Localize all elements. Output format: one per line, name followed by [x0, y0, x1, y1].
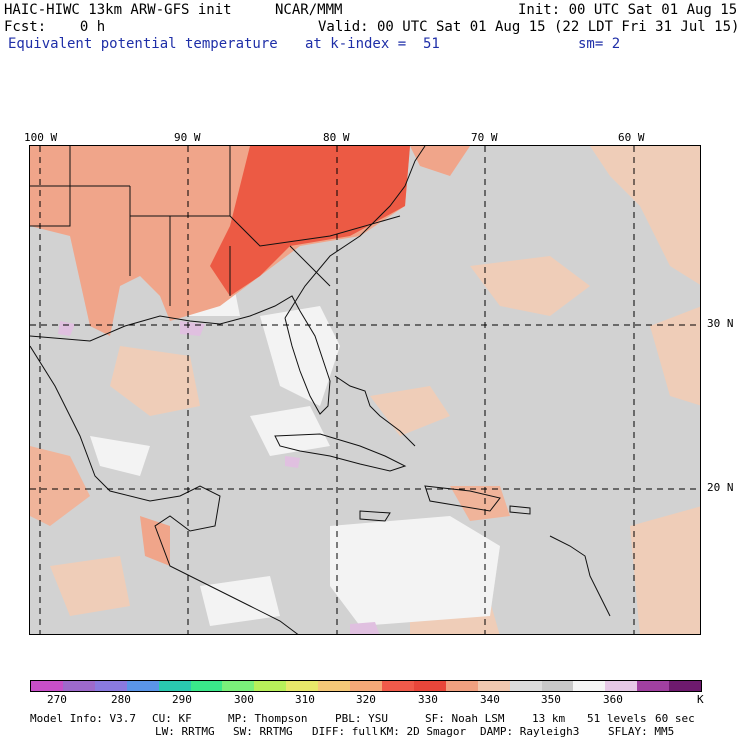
colorbar-swatch	[509, 681, 542, 691]
colorbar-swatch	[350, 681, 382, 691]
theta-e-map	[30, 146, 700, 634]
forecast-hour: Fcst: 0 h	[4, 19, 106, 35]
lat-label-30n: 30 N	[707, 317, 734, 330]
model-title: HAIC-HIWC 13km ARW-GFS init	[4, 2, 232, 18]
model-info-item: 60 sec	[655, 712, 695, 725]
colorbar	[30, 680, 702, 692]
colorbar-tick-label: 350	[541, 693, 561, 706]
lon-label-70w: 70 W	[471, 131, 498, 144]
colorbar-swatch	[222, 681, 255, 691]
colorbar-swatch	[445, 681, 478, 691]
model-info-item: CU: KF	[152, 712, 192, 725]
model-info-item: SW: RRTMG	[233, 725, 293, 738]
colorbar-swatch	[605, 681, 638, 691]
colorbar-tick-label: 340	[480, 693, 500, 706]
model-info-item: DIFF: full	[312, 725, 379, 738]
colorbar-swatch	[318, 681, 351, 691]
colorbar-tick-label: 310	[295, 693, 315, 706]
model-info-item: SF: Noah LSM	[425, 712, 505, 725]
colorbar-swatch	[126, 681, 159, 691]
warm-field-patches	[30, 146, 510, 566]
colorbar-tick-label: 270	[47, 693, 67, 706]
colorbar-swatch	[62, 681, 95, 691]
map-panel	[29, 145, 701, 635]
lat-label-20n: 20 N	[707, 481, 734, 494]
colorbar-tick-label: 330	[418, 693, 438, 706]
colorbar-swatch	[541, 681, 574, 691]
model-info-item: DAMP: Rayleigh3	[480, 725, 580, 738]
colorbar-tick-label: 280	[111, 693, 131, 706]
model-info-item: LW: RRTMG	[155, 725, 215, 738]
model-info-item: Model Info: V3.7	[30, 712, 136, 725]
field-name: Equivalent potential temperature	[8, 36, 278, 52]
lon-label-80w: 80 W	[323, 131, 350, 144]
colorbar-swatch	[637, 681, 670, 691]
lon-label-90w: 90 W	[174, 131, 201, 144]
colorbar-unit: K	[697, 693, 704, 706]
colorbar-swatch	[94, 681, 127, 691]
colorbar-swatch	[31, 681, 63, 691]
model-info-item: 51 levels	[587, 712, 647, 725]
colorbar-swatch	[158, 681, 191, 691]
colorbar-swatch	[381, 681, 414, 691]
colorbar-swatch	[286, 681, 319, 691]
colorbar-swatch	[413, 681, 446, 691]
colorbar-swatch	[190, 681, 223, 691]
model-info-item: KM: 2D Smagor	[380, 725, 467, 738]
valid-time: Valid: 00 UTC Sat 01 Aug 15 (22 LDT Fri …	[318, 19, 740, 35]
model-info-item: 13 km	[532, 712, 566, 725]
colorbar-tick-label: 300	[234, 693, 254, 706]
model-info-item: PBL: YSU	[335, 712, 388, 725]
colorbar-tick-label: 290	[172, 693, 192, 706]
smoothing-label: sm= 2	[578, 36, 621, 52]
colorbar-tick-label: 360	[603, 693, 623, 706]
colorbar-swatch	[573, 681, 606, 691]
graticule-lines	[30, 146, 700, 634]
init-time: Init: 00 UTC Sat 01 Aug 15	[518, 2, 738, 18]
lon-label-60w: 60 W	[618, 131, 645, 144]
org-label: NCAR/MMM	[275, 2, 343, 18]
level-label: at k-index = 51	[305, 36, 440, 52]
colorbar-swatch	[477, 681, 510, 691]
coastlines	[30, 146, 611, 634]
lon-label-100w: 100 W	[24, 131, 58, 144]
colorbar-tick-label: 320	[356, 693, 376, 706]
model-info-item: MP: Thompson	[228, 712, 308, 725]
colorbar-swatch	[254, 681, 287, 691]
colorbar-swatch	[669, 681, 702, 691]
model-info-item: SFLAY: MM5	[608, 725, 675, 738]
